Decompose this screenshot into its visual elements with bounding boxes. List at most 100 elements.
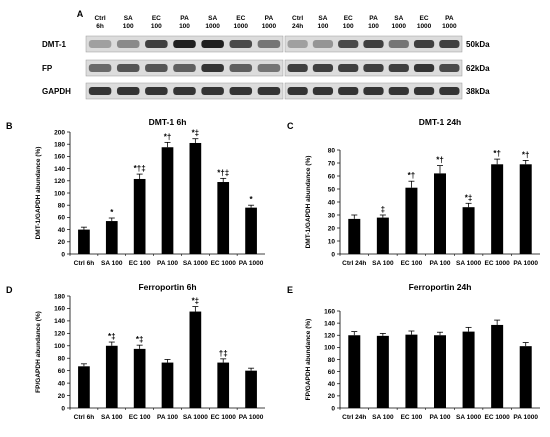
x-tick-label: Ctrl 6h [74, 260, 95, 267]
lane-label: PA [445, 15, 454, 22]
y-tick-label: 40 [58, 380, 66, 387]
y-tick-label: 160 [54, 154, 65, 161]
y-tick-label: 80 [328, 357, 336, 364]
y-tick-label: 60 [328, 369, 336, 376]
lane-label: 100 [368, 23, 379, 30]
significance-label: *†‡ [134, 164, 146, 173]
x-tick-label: PA 100 [430, 260, 451, 267]
x-tick-label: EC 1000 [211, 414, 237, 421]
y-axis-label: DMT-1/GAPDH abundance (%) [35, 147, 42, 240]
blot-size-label: 50kDa [466, 40, 490, 49]
lane-label: EC [420, 15, 429, 22]
x-tick-label: SA 1000 [183, 260, 208, 267]
bar [405, 334, 418, 408]
lane-label: 100 [123, 23, 134, 30]
x-tick-label: EC 100 [401, 260, 423, 267]
lane-label: SA [318, 15, 327, 22]
y-tick-label: 180 [54, 142, 65, 149]
bar [519, 346, 532, 408]
x-tick-label: EC 100 [129, 414, 151, 421]
bar [348, 335, 361, 408]
y-tick-label: 50 [328, 186, 336, 193]
lane-label: SA [394, 15, 403, 22]
blot-band [413, 40, 435, 48]
blot-band [312, 64, 334, 72]
y-tick-label: 60 [58, 215, 66, 222]
x-tick-label: SA 100 [101, 260, 123, 267]
blot-band [257, 64, 281, 72]
blot-band [145, 64, 168, 72]
blot-band [388, 64, 409, 72]
significance-label: *‡ [192, 129, 200, 138]
significance-label: *† [493, 149, 501, 158]
blot-band [312, 40, 334, 48]
bar [376, 335, 389, 408]
x-tick-label: PA 100 [157, 260, 178, 267]
significance-label: *†‡ [217, 168, 229, 177]
blot-band [312, 87, 334, 95]
y-tick-label: 0 [61, 405, 65, 412]
blot-band [388, 87, 409, 95]
x-tick-label: PA 1000 [239, 260, 264, 267]
blot-band [413, 64, 435, 72]
y-tick-label: 100 [54, 190, 65, 197]
lane-label: Ctrl [94, 15, 105, 22]
x-tick-label: EC 100 [129, 260, 151, 267]
blot-band [145, 40, 168, 48]
bar [133, 348, 146, 408]
lane-label: 100 [151, 23, 162, 30]
x-tick-label: EC 1000 [211, 260, 237, 267]
y-axis-label: FP/GAPDH abundance (%) [35, 311, 42, 393]
blot-band [439, 64, 460, 72]
blot-row-label: GAPDH [42, 87, 71, 96]
bar [434, 173, 446, 254]
y-tick-label: 0 [61, 251, 65, 258]
blot-band [439, 40, 460, 48]
lane-label: SA [208, 15, 217, 22]
blot-band [201, 64, 224, 72]
blot-band [363, 64, 384, 72]
y-tick-label: 160 [324, 308, 335, 315]
blot-band [287, 40, 308, 48]
blot-row-label: DMT-1 [42, 40, 67, 49]
y-tick-label: 160 [54, 306, 65, 313]
blot-band [173, 64, 196, 72]
y-tick-label: 120 [54, 178, 65, 185]
y-tick-label: 0 [331, 251, 335, 258]
x-tick-label: EC 1000 [484, 414, 510, 421]
panel-letter: A [77, 9, 84, 19]
blot-band [116, 64, 140, 72]
bar [245, 207, 257, 254]
bar [491, 164, 504, 254]
lane-label: SA [124, 15, 133, 22]
blot-size-label: 38kDa [466, 87, 490, 96]
chart-title: DMT-1 6h [149, 117, 187, 127]
y-tick-label: 80 [58, 356, 66, 363]
blot-band [173, 40, 196, 48]
bar [348, 218, 361, 254]
x-tick-label: PA 1000 [513, 260, 538, 267]
y-axis-label: FP/GAPDH abundance (%) [305, 319, 312, 401]
y-tick-label: 200 [54, 129, 65, 136]
x-tick-label: Ctrl 6h [74, 414, 95, 421]
blot-band [88, 64, 112, 72]
x-tick-label: PA 1000 [513, 414, 538, 421]
blot-band [338, 40, 359, 48]
blot-band [201, 87, 224, 95]
blot-band [229, 64, 253, 72]
blot-band [257, 40, 281, 48]
chart-panel-e: E Ferroportin 24h FP/GAPDH abundance (%) 0 2… [287, 282, 540, 421]
x-tick-label: PA 1000 [239, 414, 264, 421]
lane-label: PA [180, 15, 189, 22]
bar [405, 187, 418, 254]
panel-letter: E [287, 285, 293, 295]
y-tick-label: 20 [58, 239, 66, 246]
y-tick-label: 30 [328, 212, 336, 219]
blot-row-label: FP [42, 64, 53, 73]
lane-label: 1000 [442, 23, 457, 30]
lane-label: 1000 [392, 23, 407, 30]
blot-band [201, 40, 224, 48]
significance-label: †‡ [219, 349, 228, 358]
